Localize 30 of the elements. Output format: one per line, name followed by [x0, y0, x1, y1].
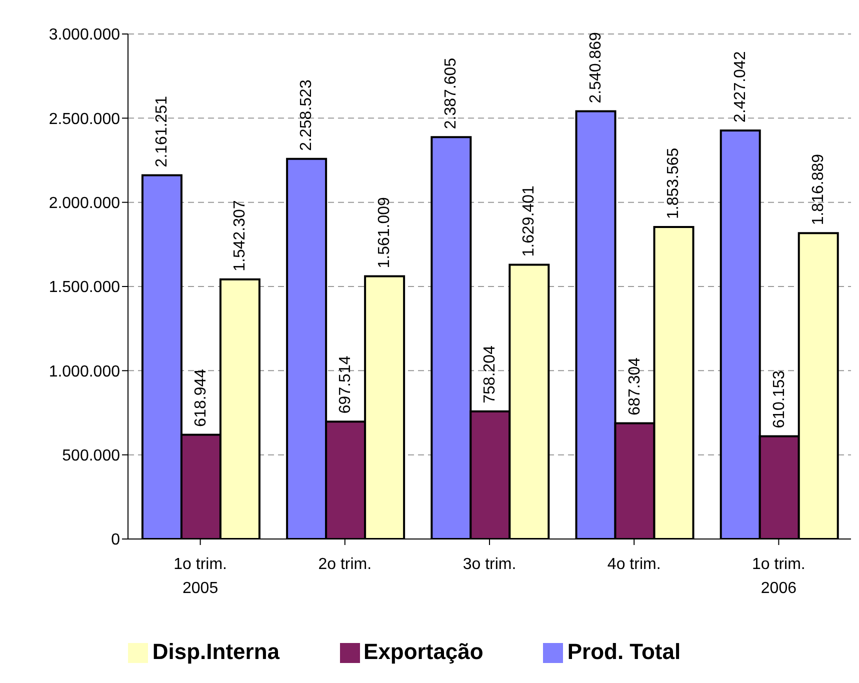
- data-label: 610.153: [770, 370, 788, 428]
- x-tick-label: 4o trim.: [607, 556, 661, 573]
- data-label: 1.561.009: [376, 196, 394, 268]
- data-label: 2.258.523: [298, 80, 316, 151]
- y-tick-label: 1.000.000: [48, 363, 120, 380]
- x-tick-label: 2o trim.: [318, 556, 372, 573]
- data-label: 618.944: [192, 368, 210, 427]
- legend-label: Disp.Interna: [152, 639, 280, 664]
- y-tick-label: 500.000: [62, 448, 120, 465]
- data-label: 1.816.889: [810, 154, 827, 226]
- legend-label: Exportação: [364, 639, 484, 664]
- data-label: 1.629.401: [520, 185, 538, 257]
- data-label: 1.853.565: [665, 148, 682, 219]
- data-label: 697.514: [337, 356, 354, 414]
- y-tick-label: 2.000.000: [48, 195, 120, 212]
- y-tick-label: 2.500.000: [48, 110, 120, 128]
- x-tick-label: 1o trim. 2006: [752, 556, 806, 597]
- data-label: 2.427.042: [732, 51, 749, 122]
- data-label: 2.161.251: [153, 96, 170, 168]
- legend-label: Prod. Total: [567, 639, 681, 664]
- data-label: 2.387.605: [442, 58, 460, 130]
- data-label: 758.204: [482, 345, 499, 404]
- y-tick-label: 0: [111, 532, 120, 549]
- y-tick-label: 3.000.000: [48, 26, 120, 44]
- x-tick-label: 1o trim. 2005: [174, 556, 227, 597]
- data-label: 687.304: [626, 357, 644, 416]
- x-tick-label: 3o trim.: [462, 556, 516, 573]
- data-label: 1.542.307: [231, 200, 248, 272]
- y-tick-label: 1.500.000: [48, 279, 120, 296]
- data-label: 2.540.869: [587, 32, 604, 104]
